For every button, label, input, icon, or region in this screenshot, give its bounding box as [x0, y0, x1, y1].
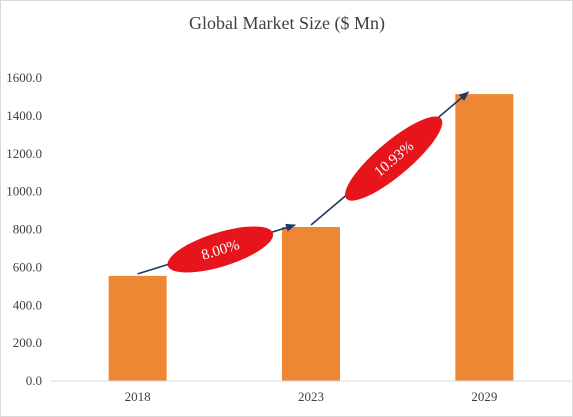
- bar-2018: [108, 275, 167, 381]
- y-tick-label: 0.0: [26, 373, 42, 388]
- y-axis: 0.0 200.0 400.0 600.0 800.0 1000.0 1200.0 1400.…: [6, 70, 42, 388]
- cagr-annotations: 8.00%10.93%: [137, 91, 470, 275]
- x-tick-label: 2023: [298, 389, 324, 404]
- x-tick-label: 2029: [471, 389, 497, 404]
- x-tick-label: 2018: [125, 389, 151, 404]
- y-tick-label: 1600.0: [6, 70, 42, 85]
- y-tick-label: 200.0: [13, 335, 42, 350]
- y-tick-label: 1400.0: [6, 108, 42, 123]
- y-tick-label: 600.0: [13, 259, 42, 274]
- y-tick-label: 1000.0: [6, 184, 42, 199]
- y-tick-label: 800.0: [13, 222, 42, 237]
- cagr-ellipse: [345, 116, 443, 201]
- bars: [108, 94, 514, 382]
- cagr-ellipse: [167, 226, 274, 273]
- x-axis: 2018 2023 2029: [51, 380, 571, 404]
- y-tick-label: 1200.0: [6, 146, 42, 161]
- bar-2029: [455, 94, 514, 382]
- bar-2023: [282, 227, 340, 381]
- chart-title: Global Market Size ($ Mn): [189, 13, 385, 34]
- y-tick-label: 400.0: [13, 297, 42, 312]
